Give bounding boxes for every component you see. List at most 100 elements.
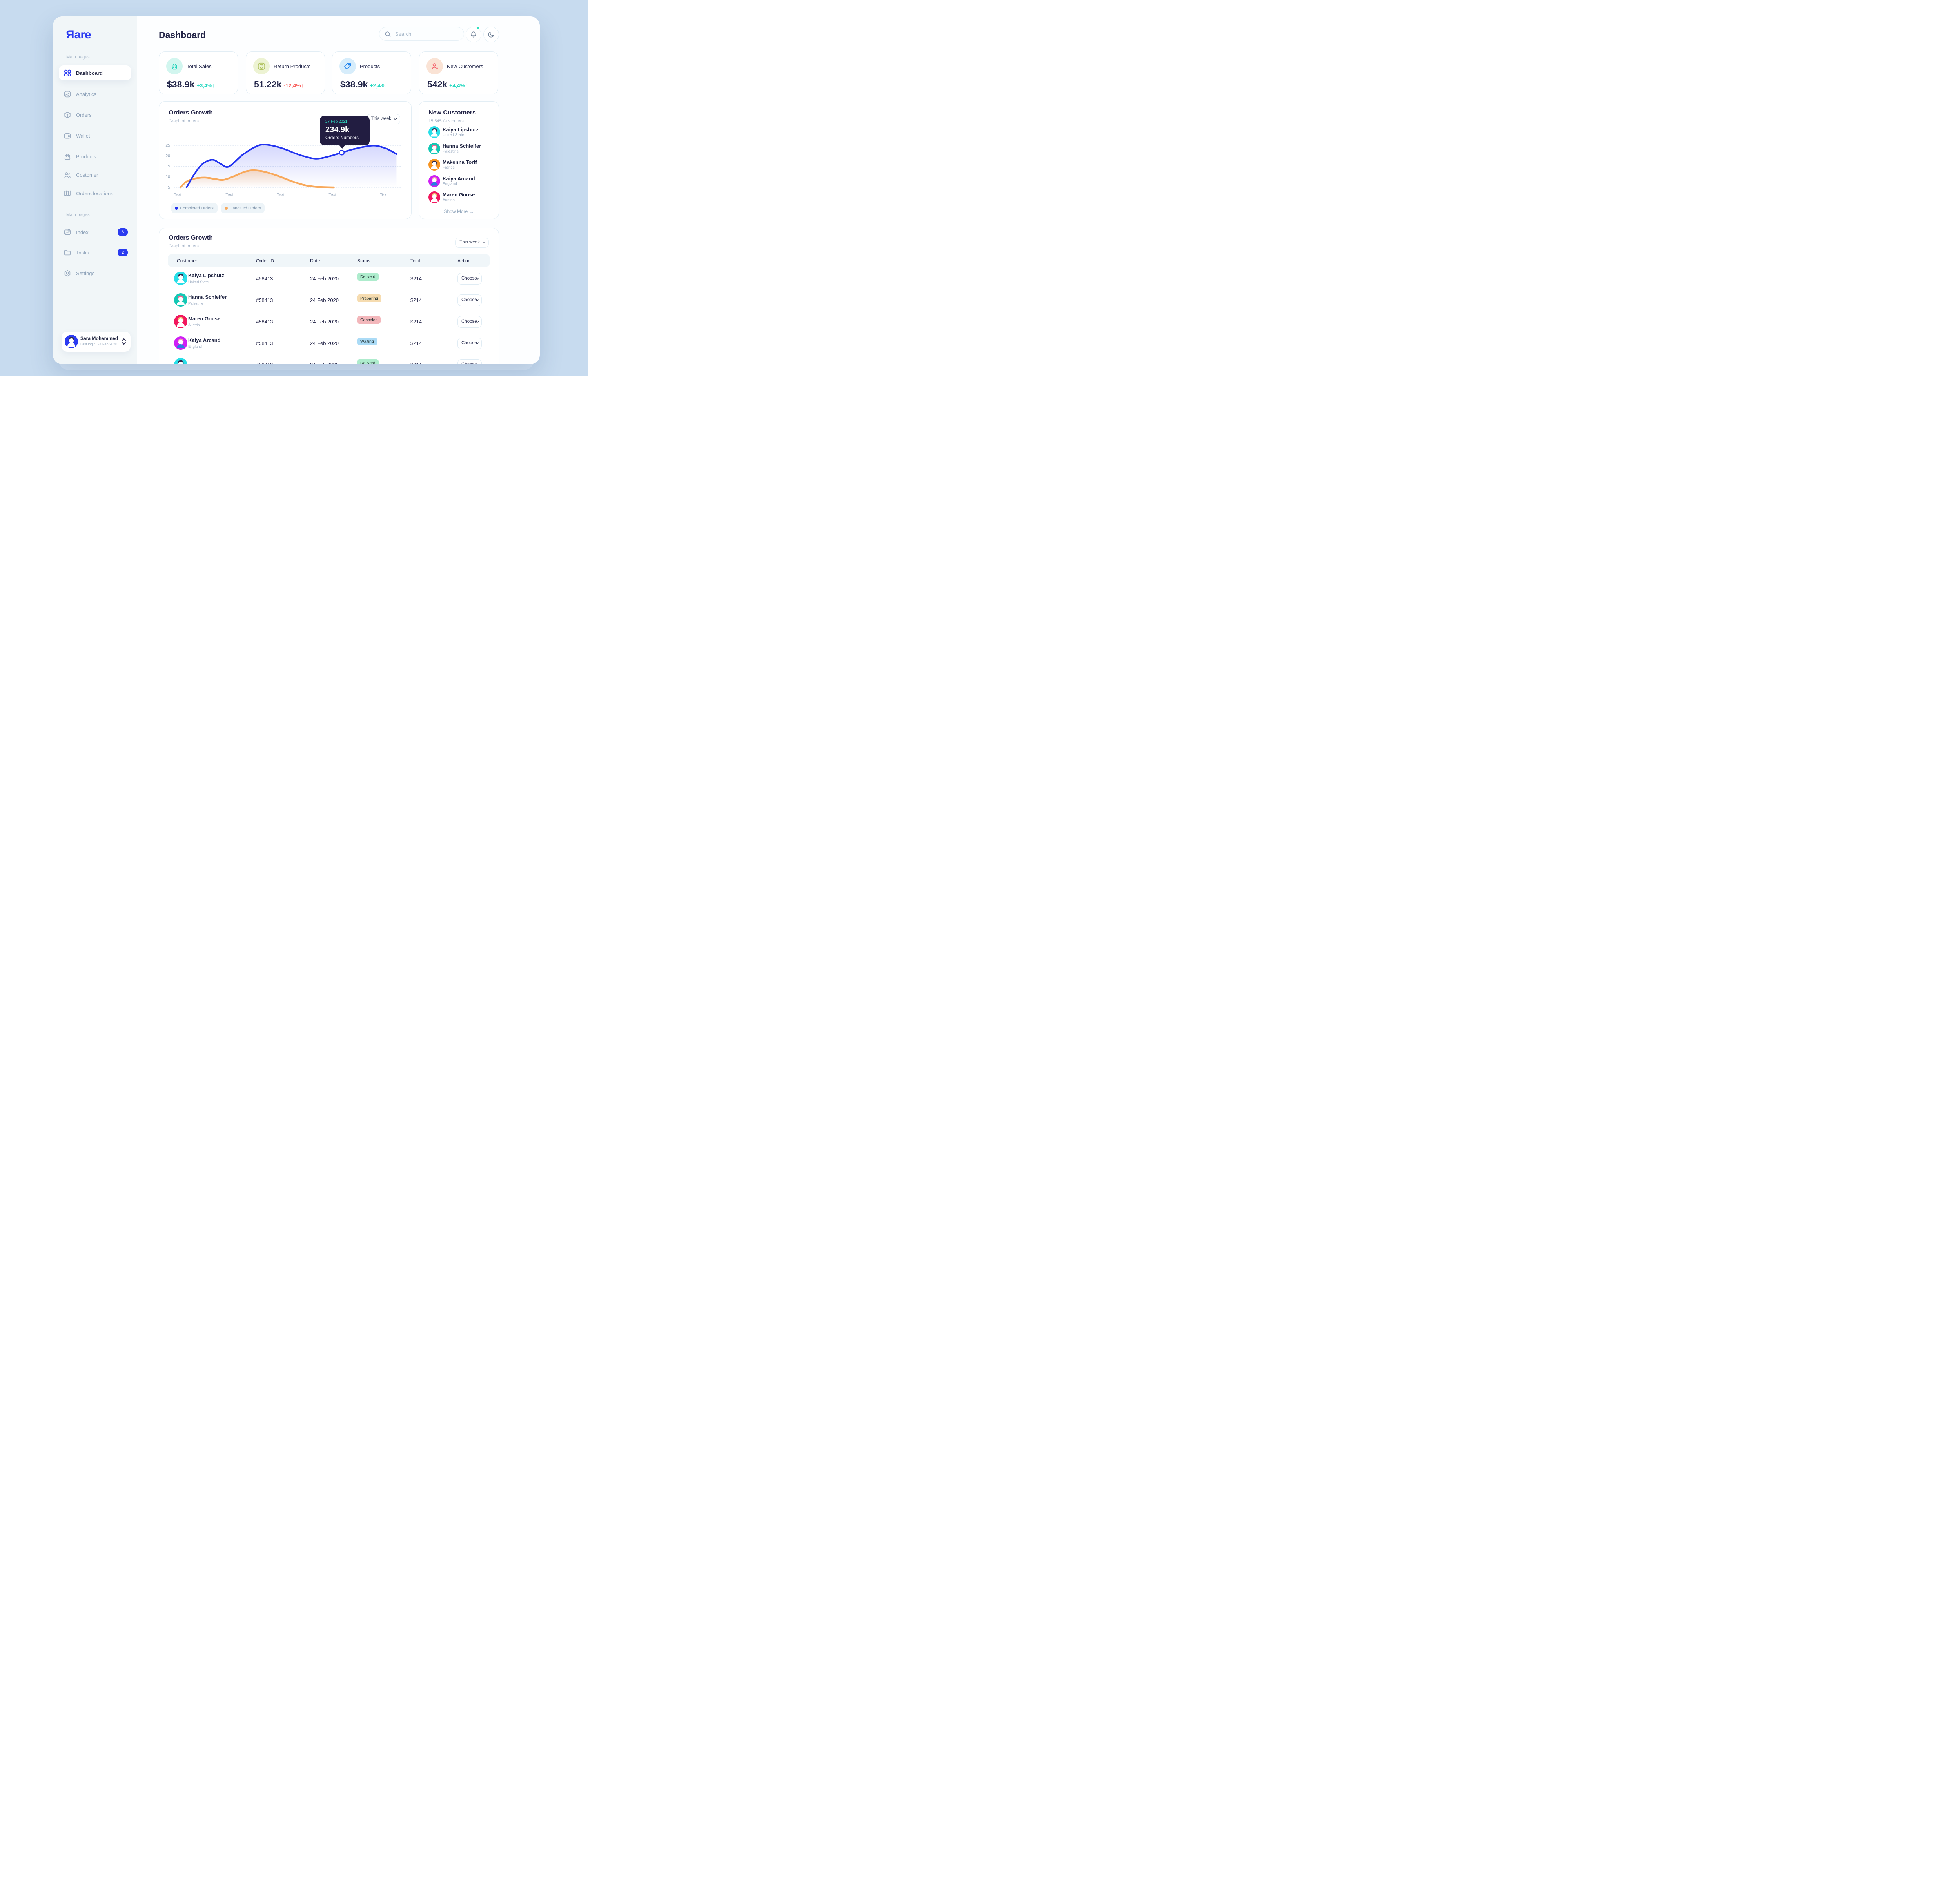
new-customers-count: 15,545 Customers bbox=[428, 119, 464, 124]
sidebar: Rare Main pages Dashboard Analytics Orde… bbox=[53, 16, 137, 364]
avatar bbox=[174, 336, 187, 350]
y-tick: 25 bbox=[165, 143, 170, 148]
avatar bbox=[65, 335, 78, 348]
sidebar-item-orders-locations[interactable]: Orders locations bbox=[59, 186, 131, 201]
table-row: #58413 24 Feb 2020 Deliverd $214 Choose bbox=[159, 354, 499, 364]
customer-list-item[interactable]: Maren Gouse Austria bbox=[419, 191, 499, 203]
moon-icon bbox=[488, 32, 494, 38]
notification-dot bbox=[476, 26, 480, 30]
folder-icon bbox=[64, 249, 71, 256]
period-dropdown[interactable]: This week bbox=[367, 114, 400, 124]
user-profile-card[interactable]: Sara Mohammed Last login: 24 Feb 2020 bbox=[62, 332, 131, 352]
new-customers-title: New Customers bbox=[428, 109, 476, 116]
index-count-badge: 3 bbox=[118, 228, 128, 236]
logo-mark: R bbox=[66, 28, 74, 41]
notifications-button[interactable] bbox=[466, 26, 481, 42]
sidebar-item-wallet[interactable]: Wallet bbox=[59, 128, 131, 143]
search-icon bbox=[385, 31, 391, 40]
avatar bbox=[428, 191, 440, 203]
avatar bbox=[428, 126, 440, 138]
sidebar-item-tasks[interactable]: Tasks 2 bbox=[59, 245, 131, 260]
stat-label: Products bbox=[360, 64, 380, 69]
chevron-down-icon bbox=[482, 242, 486, 244]
choose-dropdown[interactable]: Choose bbox=[457, 359, 482, 364]
choose-dropdown[interactable]: Choose bbox=[457, 338, 482, 349]
table-row: Kaiya Lipshutz United State #58413 24 Fe… bbox=[159, 268, 499, 289]
orders-growth-chart bbox=[174, 144, 402, 189]
choose-dropdown[interactable]: Choose bbox=[457, 273, 482, 285]
sidebar-item-analytics[interactable]: Analytics bbox=[59, 87, 131, 102]
user-last-login: Last login: 24 Feb 2020 bbox=[80, 342, 118, 346]
show-more-link[interactable]: Show More → bbox=[444, 209, 474, 214]
tooltip-date: 27 Feb 2021 bbox=[325, 120, 348, 124]
stat-label: Total Sales bbox=[187, 64, 212, 69]
page-title: Dashboard bbox=[159, 30, 206, 40]
tooltip-label: Orders Numbers bbox=[325, 136, 359, 140]
table-title: Orders Growth bbox=[169, 234, 213, 241]
stat-delta: +3,4%↑ bbox=[196, 82, 215, 89]
sidebar-section-label: Main pages bbox=[66, 55, 90, 60]
table-subtitle: Graph of orders bbox=[169, 244, 199, 249]
legend-dot bbox=[175, 207, 178, 210]
app-window: Rare Main pages Dashboard Analytics Orde… bbox=[53, 16, 540, 364]
choose-dropdown[interactable]: Choose bbox=[457, 316, 482, 328]
sidebar-item-index[interactable]: Index 3 bbox=[59, 225, 131, 240]
collapse-chevrons-icon[interactable] bbox=[121, 337, 127, 348]
avatar bbox=[174, 358, 187, 364]
stat-card-return-products: Return Products 51.22k -12,4%↓ bbox=[246, 51, 325, 94]
basket-icon bbox=[166, 58, 183, 74]
table-period-dropdown[interactable]: This week bbox=[455, 238, 489, 248]
col-customer: Customer bbox=[177, 258, 198, 263]
search-input[interactable] bbox=[395, 27, 461, 40]
down-arrow-icon: ↓ bbox=[301, 82, 304, 89]
analytics-icon bbox=[64, 90, 71, 98]
chevron-down-icon bbox=[475, 278, 479, 280]
avatar bbox=[428, 159, 440, 171]
customer-list-item[interactable]: Makenna Torff France bbox=[419, 159, 499, 171]
table-header-row: Customer Order ID Date Status Total Acti… bbox=[168, 254, 490, 267]
up-arrow-icon: ↑ bbox=[465, 82, 468, 89]
chevron-down-icon bbox=[475, 299, 479, 302]
sidebar-item-customer[interactable]: Costomer bbox=[59, 167, 131, 182]
legend-canceled-orders: Canceled Orders bbox=[221, 203, 265, 213]
sidebar-item-orders[interactable]: Orders bbox=[59, 107, 131, 122]
y-tick: 10 bbox=[165, 174, 170, 179]
table-row: Hanna Schleifer Palestine #58413 24 Feb … bbox=[159, 289, 499, 311]
stat-label: Return Products bbox=[274, 64, 310, 69]
x-tick: Text bbox=[380, 193, 388, 197]
sidebar-item-dashboard[interactable]: Dashboard bbox=[59, 65, 131, 80]
status-badge: Preparing bbox=[357, 294, 381, 302]
col-date: Date bbox=[310, 258, 320, 263]
choose-dropdown[interactable]: Choose bbox=[457, 294, 482, 306]
status-badge: Deliverd bbox=[357, 273, 379, 281]
search-box[interactable] bbox=[379, 27, 464, 41]
new-customers-card: New Customers 15,545 Customers Kaiya Lip… bbox=[419, 101, 499, 219]
chevron-down-icon bbox=[475, 321, 479, 323]
tag-icon bbox=[339, 58, 356, 74]
customer-list-item[interactable]: Hanna Schleifer Palestine bbox=[419, 143, 499, 154]
stat-card-new-customers: New Customers 542k +4,4%↑ bbox=[419, 51, 498, 94]
x-tick: Text bbox=[225, 193, 233, 197]
col-total: Total bbox=[410, 258, 421, 263]
customer-list-item[interactable]: Kaiya Lipshutz United State bbox=[419, 126, 499, 138]
right-arrow-icon: → bbox=[469, 209, 474, 214]
sidebar-item-settings[interactable]: Settings bbox=[59, 266, 131, 281]
stat-value: $38.9k +2,4%↑ bbox=[340, 79, 388, 89]
sidebar-item-products[interactable]: Products bbox=[59, 149, 131, 164]
y-tick: 20 bbox=[165, 154, 170, 158]
chevron-down-icon bbox=[475, 342, 479, 345]
chevron-down-icon bbox=[394, 118, 397, 120]
customer-list-item[interactable]: Kaiya Arcand England bbox=[419, 175, 499, 187]
dashboard-grid-icon bbox=[64, 69, 71, 77]
stat-delta: +4,4%↑ bbox=[449, 82, 468, 89]
table-row: Maren Gouse Austria #58413 24 Feb 2020 C… bbox=[159, 311, 499, 332]
dark-mode-button[interactable] bbox=[483, 27, 499, 42]
users-icon bbox=[64, 171, 71, 179]
legend-dot bbox=[225, 207, 228, 210]
status-badge: Canceled bbox=[357, 316, 381, 324]
sidebar-section-label-2: Main pages bbox=[66, 213, 90, 217]
person-plus-icon bbox=[426, 58, 443, 74]
x-tick: Text bbox=[328, 193, 336, 197]
settings-icon bbox=[64, 269, 71, 277]
orders-growth-chart-card: Orders Growth Graph of orders This week … bbox=[159, 101, 412, 219]
